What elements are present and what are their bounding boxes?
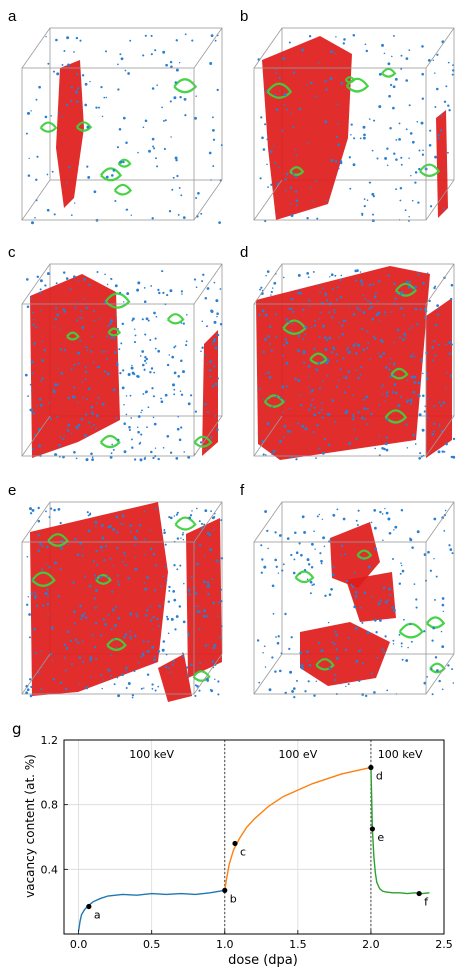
regime-label: 100 keV: [378, 748, 423, 761]
vacancy-cloud: [257, 33, 455, 223]
series-line-1: [224, 766, 372, 891]
dislocation-plane: [262, 36, 448, 220]
snapshot-image: [253, 263, 456, 461]
snapshot-image: [21, 501, 224, 702]
dislocation-plane: [256, 266, 452, 460]
series-line-2: [370, 767, 430, 895]
series-line-0: [77, 889, 225, 931]
snapshot-marker-e: [369, 826, 375, 832]
y-tick-label: 0.8: [41, 799, 59, 812]
dislocation-plane: [300, 522, 396, 686]
snapshot-image: [253, 501, 455, 699]
snapshot-marker-label: c: [240, 845, 246, 858]
snapshot-panel-e: e: [8, 482, 234, 704]
y-tick-label: 1.2: [41, 734, 59, 747]
loop-segments: [266, 67, 441, 177]
snapshot-panel-a: a: [8, 8, 234, 230]
snapshot-marker-b: [222, 887, 228, 893]
snapshot-panel-b: b: [240, 8, 466, 230]
loop-segments: [294, 549, 446, 674]
snapshot-panel-f: f: [240, 482, 466, 704]
snapshot-marker-d: [368, 764, 374, 771]
x-tick-label: 1.0: [216, 938, 234, 951]
x-tick-label: 0.5: [143, 938, 161, 951]
x-axis-title: dose (dpa): [228, 953, 298, 968]
panel-label: b: [240, 8, 249, 25]
snapshot-panel-c: c: [8, 244, 234, 466]
vacancy-cloud: [25, 33, 223, 225]
plot-frame: [63, 739, 445, 935]
vacancy-cloud: [258, 269, 456, 461]
x-tick-label: 1.5: [289, 938, 307, 951]
snapshot-marker-label: b: [230, 892, 237, 905]
panel-label: e: [8, 482, 17, 499]
snapshot-marker-label: e: [377, 831, 384, 844]
panel-label: c: [8, 244, 16, 261]
panel-label: d: [240, 244, 249, 261]
x-tick-label: 0.0: [70, 938, 88, 951]
vacancy-cloud: [256, 507, 455, 699]
panel-label: f: [240, 482, 245, 499]
snapshot-marker-label: a: [94, 909, 101, 922]
y-axis-title: vacancy content (at. %): [23, 754, 37, 898]
snapshot-marker-a: [86, 903, 92, 910]
loop-segments: [39, 78, 198, 196]
snapshot-image: [21, 27, 223, 225]
panel-label: a: [8, 8, 17, 25]
vacancy-cloud: [25, 506, 224, 699]
vacancy-chart: g 100 keV 100 eV 100 keV a b c d e f 0.0 0.5 1.0 1…: [12, 720, 453, 968]
loop-segments: [66, 292, 213, 449]
dislocation-plane: [30, 502, 222, 702]
snapshot-marker-f: [416, 890, 422, 897]
snapshot-image: [21, 263, 223, 462]
snapshot-marker-label: d: [376, 769, 383, 782]
x-tick-label: 2.5: [435, 938, 453, 951]
regime-label: 100 keV: [129, 748, 174, 761]
snapshot-marker-label: f: [424, 896, 429, 909]
snapshot-panel-d: d: [240, 244, 466, 466]
vacancy-cloud: [24, 270, 223, 462]
chart-panel-label: g: [12, 720, 22, 738]
box-frame: [49, 27, 223, 181]
snapshot-image: [253, 27, 455, 223]
regime-label: 100 eV: [278, 748, 317, 761]
snapshot-marker-c: [232, 840, 238, 847]
dislocation-plane: [30, 274, 218, 458]
dislocation-plane: [56, 60, 84, 208]
x-tick-label: 2.0: [362, 938, 380, 951]
y-tick-label: 0.4: [41, 863, 59, 876]
